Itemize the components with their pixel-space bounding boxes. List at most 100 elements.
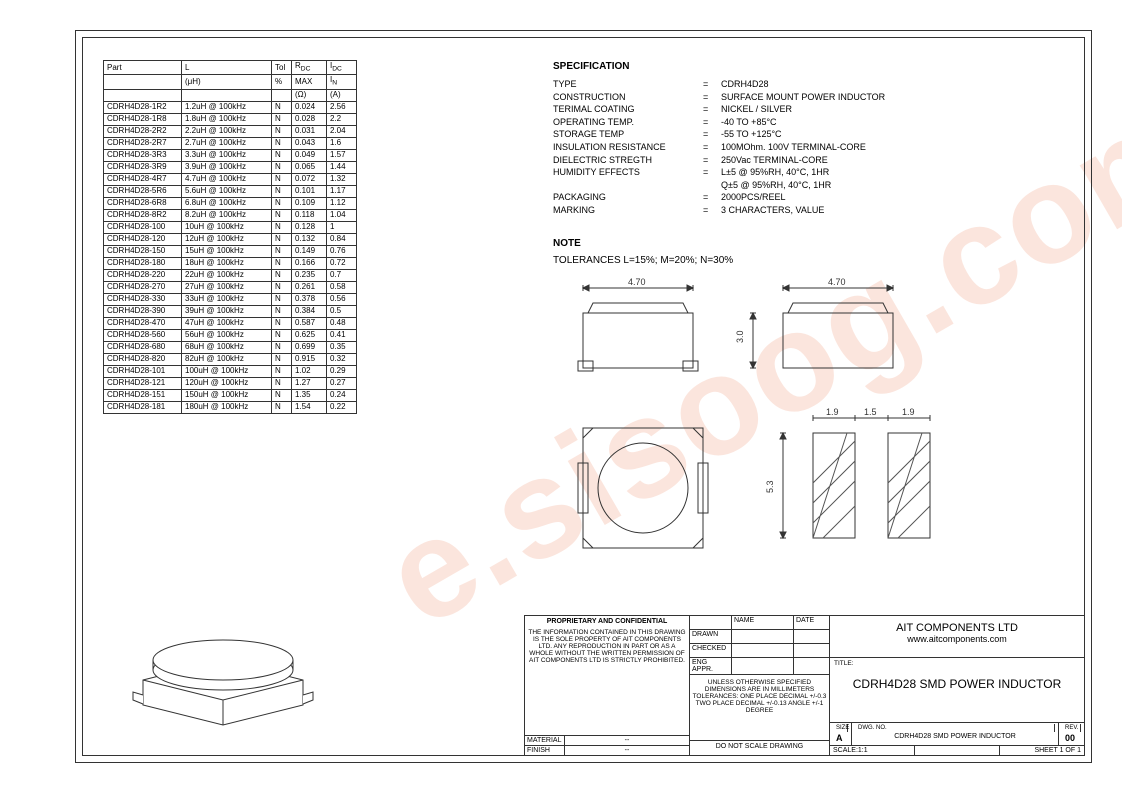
table-cell: CDRH4D28-150	[104, 245, 182, 257]
table-cell: 0.031	[292, 125, 327, 137]
table-row: CDRH4D28-39039uH @ 100kHzN0.3840.5	[104, 305, 357, 317]
tb-do-not-scale: DO NOT SCALE DRAWING	[690, 741, 829, 755]
note-text: TOLERANCES L=15%; M=20%; N=30%	[553, 255, 733, 266]
table-cell: 18uH @ 100kHz	[182, 257, 272, 269]
spec-key	[553, 179, 703, 192]
tb-finish-row: FINISH --	[525, 745, 689, 755]
table-cell: 0.56	[327, 293, 357, 305]
tb-name-h: NAME	[732, 616, 794, 629]
table-row: CDRH4D28-8R28.2uH @ 100kHzN0.1181.04	[104, 209, 357, 221]
table-cell: 0.166	[292, 257, 327, 269]
table-cell: 2.04	[327, 125, 357, 137]
tb-drawn: DRAWN	[690, 630, 732, 643]
dim-side-h: 3.0	[735, 330, 745, 343]
table-cell: 1.27	[292, 377, 327, 389]
table-row: CDRH4D28-1R21.2uH @ 100kHzN0.0242.56	[104, 101, 357, 113]
table-cell: 0.48	[327, 317, 357, 329]
table-cell: 0.101	[292, 185, 327, 197]
spec-key: MARKING	[553, 204, 703, 217]
table-cell: 0.699	[292, 341, 327, 353]
table-cell: N	[272, 341, 292, 353]
note-heading: NOTE	[553, 238, 733, 249]
tb-sign-header: NAMEDATE	[690, 616, 829, 630]
sheet-outer-border: PartLTolRDCIDC(μH)%MAXIN(Ω)(A) CDRH4D28-…	[75, 30, 1092, 763]
table-cell: N	[272, 353, 292, 365]
table-cell: CDRH4D28-820	[104, 353, 182, 365]
tb-sheet: SHEET 1 OF 1	[1000, 746, 1084, 755]
table-cell: CDRH4D28-120	[104, 233, 182, 245]
table-cell: 1	[327, 221, 357, 233]
table-row: CDRH4D28-68068uH @ 100kHzN0.6990.35	[104, 341, 357, 353]
table-cell: N	[272, 137, 292, 149]
table-header-cell	[104, 89, 182, 101]
tb-proprietary-body: THE INFORMATION CONTAINED IN THIS DRAWIN…	[525, 627, 689, 735]
table-row: CDRH4D28-2R72.7uH @ 100kHzN0.0431.6	[104, 137, 357, 149]
table-cell: CDRH4D28-151	[104, 389, 182, 401]
table-cell: 10uH @ 100kHz	[182, 221, 272, 233]
table-cell: N	[272, 101, 292, 113]
table-cell: 1.32	[327, 173, 357, 185]
table-cell: 2.56	[327, 101, 357, 113]
tb-proprietary-col: PROPRIETARY AND CONFIDENTIAL THE INFORMA…	[525, 616, 690, 755]
table-row: CDRH4D28-181180uH @ 100kHzN1.540.22	[104, 401, 357, 413]
spec-rows: TYPE=CDRH4D28CONSTRUCTION=SURFACE MOUNT …	[553, 78, 885, 217]
table-cell: 0.32	[327, 353, 357, 365]
table-cell: 0.065	[292, 161, 327, 173]
spec-value: 3 CHARACTERS, VALUE	[721, 204, 824, 217]
dim-top-w: 4.70	[628, 277, 646, 287]
table-cell: 5.6uH @ 100kHz	[182, 185, 272, 197]
table-cell: N	[272, 173, 292, 185]
table-row: CDRH4D28-56056uH @ 100kHzN0.6250.41	[104, 329, 357, 341]
table-row: CDRH4D28-5R65.6uH @ 100kHzN0.1011.17	[104, 185, 357, 197]
spec-value: L±5 @ 95%RH, 40°C, 1HR	[721, 166, 829, 179]
table-cell: CDRH4D28-3R9	[104, 161, 182, 173]
table-header-cell: Tol	[272, 61, 292, 75]
table-cell: 0.587	[292, 317, 327, 329]
table-cell: 1.04	[327, 209, 357, 221]
tb-dwg-lab: DWG. NO.	[855, 724, 1055, 732]
table-cell: 22uH @ 100kHz	[182, 269, 272, 281]
table-header-cell: IDC	[327, 61, 357, 75]
table-cell: CDRH4D28-330	[104, 293, 182, 305]
table-cell: 1.35	[292, 389, 327, 401]
spec-key: DIELECTRIC STREGTH	[553, 154, 703, 167]
table-cell: 27uH @ 100kHz	[182, 281, 272, 293]
table-cell: 0.028	[292, 113, 327, 125]
table-cell: CDRH4D28-6R8	[104, 197, 182, 209]
spec-key: STORAGE TEMP	[553, 128, 703, 141]
tb-company: AIT COMPONENTS LTD www.aitcomponents.com	[830, 616, 1084, 658]
table-cell: N	[272, 377, 292, 389]
table-cell: 0.235	[292, 269, 327, 281]
specification-block: SPECIFICATION TYPE=CDRH4D28CONSTRUCTION=…	[553, 60, 885, 217]
parts-table-head: PartLTolRDCIDC(μH)%MAXIN(Ω)(A)	[104, 61, 357, 102]
tb-bottom-rows: SIZEA DWG. NO.CDRH4D28 SMD POWER INDUCTO…	[830, 723, 1084, 755]
table-row: CDRH4D28-22022uH @ 100kHzN0.2350.7	[104, 269, 357, 281]
tb-material-row: MATERIAL --	[525, 735, 689, 745]
table-cell: 15uH @ 100kHz	[182, 245, 272, 257]
table-cell: 1.54	[292, 401, 327, 413]
table-cell: 0.915	[292, 353, 327, 365]
table-cell: 2.2uH @ 100kHz	[182, 125, 272, 137]
tb-title-label: TITLE:	[830, 658, 1084, 669]
dim-pad-b: 1.5	[864, 407, 877, 417]
table-cell: 0.7	[327, 269, 357, 281]
table-cell: 0.24	[327, 389, 357, 401]
tb-tolerances: UNLESS OTHERWISE SPECIFIED DIMENSIONS AR…	[690, 675, 829, 741]
spec-row: HUMIDITY EFFECTS=L±5 @ 95%RH, 40°C, 1HR	[553, 166, 885, 179]
table-header-cell: (Ω)	[292, 89, 327, 101]
title-block: PROPRIETARY AND CONFIDENTIAL THE INFORMA…	[524, 615, 1084, 755]
spec-value: 250Vac TERMINAL-CORE	[721, 154, 828, 167]
tb-title-col: AIT COMPONENTS LTD www.aitcomponents.com…	[830, 616, 1084, 755]
spec-value: NICKEL / SILVER	[721, 103, 792, 116]
table-cell: 0.149	[292, 245, 327, 257]
table-cell: N	[272, 125, 292, 137]
spec-row: INSULATION RESISTANCE=100MOhm. 100V TERM…	[553, 141, 885, 154]
table-cell: CDRH4D28-470	[104, 317, 182, 329]
table-cell: 1.6	[327, 137, 357, 149]
spec-row: STORAGE TEMP=-55 TO +125°C	[553, 128, 885, 141]
table-cell: CDRH4D28-4R7	[104, 173, 182, 185]
tb-company-name: AIT COMPONENTS LTD	[836, 622, 1078, 634]
tb-size-val: A	[833, 732, 848, 744]
table-header-cell: MAX	[292, 75, 327, 89]
table-cell: N	[272, 389, 292, 401]
